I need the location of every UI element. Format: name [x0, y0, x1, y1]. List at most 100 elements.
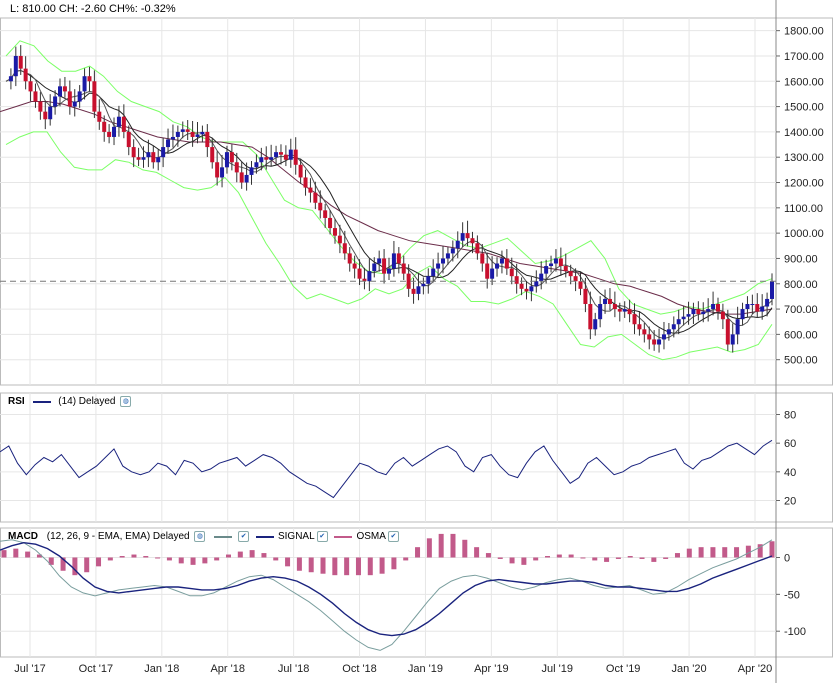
fast-moving-average-line — [5, 69, 773, 339]
down-candle — [755, 304, 760, 312]
down-candle — [215, 162, 220, 178]
signal-visibility-checkbox[interactable]: ✔ — [316, 531, 328, 542]
up-candle — [676, 319, 681, 325]
down-candle — [720, 311, 725, 320]
osma-bar — [155, 557, 161, 559]
signal-label: SIGNAL — [277, 531, 315, 543]
down-candle — [696, 309, 701, 315]
up-candle — [416, 286, 421, 294]
up-candle — [200, 131, 205, 135]
down-candle — [382, 258, 387, 274]
globe-icon[interactable]: ◍ — [194, 531, 206, 542]
macd-y-tick-label: 0 — [784, 552, 790, 564]
osma-bar — [308, 557, 314, 573]
osma-bar — [545, 556, 551, 558]
down-candle — [563, 266, 568, 272]
up-candle — [8, 76, 13, 82]
up-candle — [730, 334, 735, 345]
down-candle — [293, 149, 298, 165]
down-candle — [470, 238, 475, 244]
up-candle — [598, 304, 603, 320]
macd-visibility-checkbox[interactable]: ✔ — [238, 531, 250, 542]
axis-layer: Jul '17 Oct '17 Jan '18 Apr '18 Jul '18 Oct '… — [14, 26, 823, 675]
down-candle — [33, 91, 38, 102]
x-tick-label: Jan '19 — [408, 663, 443, 675]
up-candle — [499, 258, 504, 264]
price-panel-frame — [0, 17, 833, 386]
up-candle — [745, 304, 750, 310]
up-candle — [170, 136, 175, 140]
down-candle — [210, 147, 215, 163]
down-candle — [97, 111, 102, 122]
down-candle — [337, 235, 342, 244]
down-candle — [107, 131, 112, 137]
up-candle — [593, 319, 598, 330]
down-candle — [647, 334, 652, 340]
up-candle — [377, 258, 382, 264]
macd-legend-swatch — [214, 535, 233, 538]
signal-line — [0, 541, 773, 637]
up-candle — [539, 273, 544, 282]
x-tick-label: Jul '18 — [278, 663, 309, 675]
price-y-tick-label: 1600.00 — [784, 76, 824, 88]
down-candle — [362, 278, 367, 282]
down-candle — [190, 131, 195, 137]
osma-bar — [379, 557, 385, 574]
down-candle — [328, 217, 333, 229]
up-candle — [224, 152, 229, 168]
osma-bar — [60, 557, 66, 571]
osma-bar — [202, 557, 208, 564]
up-candle — [666, 329, 671, 335]
up-candle — [735, 319, 740, 335]
osma-bar — [131, 554, 137, 558]
osma-bar — [119, 556, 125, 558]
osma-visibility-checkbox[interactable]: ✔ — [387, 531, 399, 542]
down-candle — [715, 304, 720, 312]
up-candle — [220, 167, 225, 178]
up-candle — [436, 263, 441, 269]
up-candle — [701, 311, 706, 315]
rsi-y-tick-label: 20 — [784, 496, 796, 508]
osma-bar — [25, 551, 31, 558]
down-candle — [313, 192, 318, 203]
up-candle — [740, 309, 745, 320]
osma-bar — [426, 538, 432, 558]
up-candle — [259, 157, 264, 163]
price-y-tick-label: 1800.00 — [784, 26, 824, 38]
down-candle — [185, 129, 190, 132]
osma-bar — [48, 557, 54, 565]
down-candle — [514, 276, 519, 284]
down-candle — [87, 76, 92, 82]
osma-bar — [474, 547, 480, 558]
up-candle — [372, 263, 377, 272]
osma-bar — [107, 557, 113, 561]
osma-bar — [190, 557, 196, 565]
osma-bar — [627, 556, 633, 558]
up-candle — [534, 281, 539, 287]
down-candle — [43, 111, 48, 120]
up-candle — [112, 126, 117, 137]
macd-y-tick-label: -100 — [784, 626, 806, 638]
up-candle — [72, 101, 77, 107]
down-candle — [573, 276, 578, 282]
up-candle — [48, 106, 53, 120]
osma-bar — [604, 557, 610, 562]
globe-icon[interactable]: ◍ — [120, 396, 132, 407]
up-candle — [77, 91, 82, 102]
down-candle — [102, 121, 107, 132]
up-candle — [750, 304, 755, 306]
osma-bar — [36, 554, 42, 558]
osma-bar — [249, 550, 255, 558]
up-candle — [681, 316, 686, 320]
osma-bar — [745, 545, 751, 558]
rsi-y-tick-label: 60 — [784, 438, 796, 450]
up-candle — [495, 263, 500, 269]
up-candle — [244, 174, 249, 183]
osma-bar — [674, 553, 680, 558]
x-tick-label: Oct '18 — [342, 663, 377, 675]
up-candle — [166, 139, 171, 148]
down-candle — [323, 210, 328, 218]
down-candle — [465, 233, 470, 239]
